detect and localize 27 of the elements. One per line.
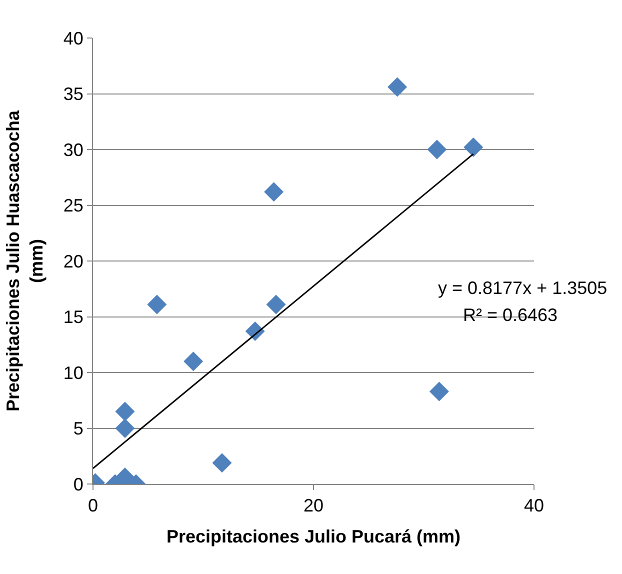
x-tick-label: 0 [88, 496, 98, 516]
y-tick-label: 5 [73, 418, 84, 439]
point [427, 140, 447, 160]
point [115, 418, 135, 438]
y-tick-label: 15 [63, 307, 84, 328]
y-tick-label: 0 [73, 474, 84, 494]
y-tick-label: 25 [63, 196, 84, 216]
y-tick-label: 10 [63, 362, 84, 383]
point [388, 77, 408, 97]
annotation: R² = 0.6463 [463, 305, 558, 325]
point [429, 382, 449, 402]
point [464, 138, 484, 158]
y-axis-title: Precipitaciones Julio Huascacocha (mm) [3, 109, 47, 412]
point [212, 453, 232, 473]
x-tick-label: 40 [524, 496, 544, 516]
y-tick-label: 30 [63, 140, 84, 160]
y-tick-label: 20 [63, 251, 84, 272]
y-tick-label: 35 [63, 84, 84, 104]
annotation: y = 0.8177x + 1.3505 [438, 278, 608, 298]
point [115, 402, 135, 422]
point [266, 294, 286, 314]
point [147, 294, 167, 314]
x-axis-title: Precipitaciones Julio Pucará (mm) [166, 526, 461, 547]
point [264, 182, 284, 202]
x-tick-label: 20 [303, 496, 324, 516]
y-tick-label: 40 [63, 28, 84, 48]
point [184, 352, 204, 372]
